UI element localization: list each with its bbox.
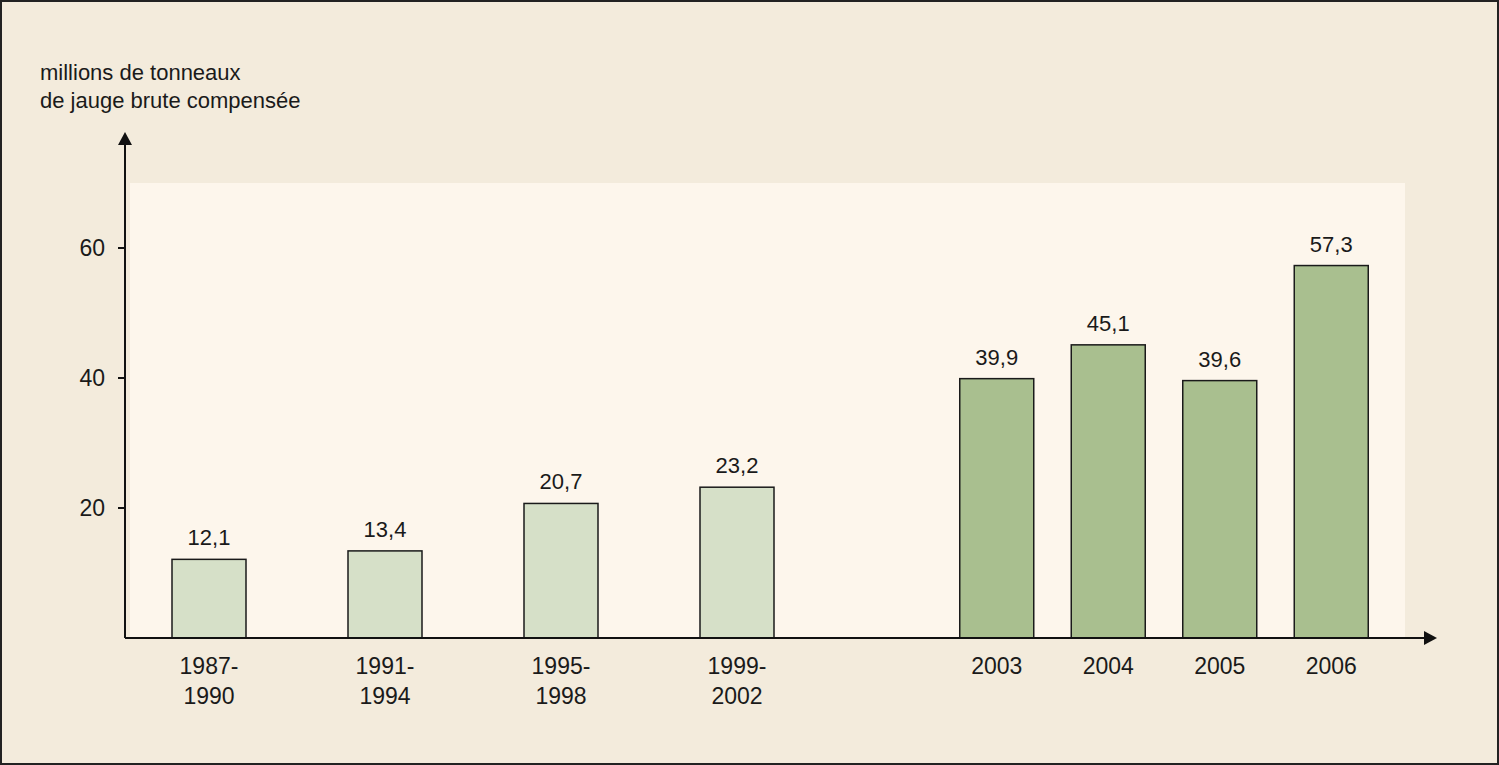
data-label: 45,1 — [1087, 311, 1130, 336]
bar — [1294, 266, 1368, 638]
y-tick-label: 40 — [79, 365, 105, 391]
bar — [524, 503, 598, 638]
data-label: 23,2 — [716, 453, 759, 478]
text-line: 1990 — [183, 683, 234, 709]
data-label: 39,6 — [1198, 347, 1241, 372]
bars — [172, 266, 1368, 638]
plot-area — [130, 183, 1405, 638]
bar — [700, 487, 774, 638]
text-line: 1998 — [535, 683, 586, 709]
y-axis-arrow — [118, 132, 132, 145]
text-line: 2004 — [1083, 653, 1134, 679]
frame — [1, 1, 1498, 764]
text-line: 2003 — [971, 653, 1022, 679]
chart-root: 12,1 13,4 20,7 23,2 39,9 45,1 39,6 57,3 20 40 60 19… — [0, 0, 1499, 765]
data-label: 12,1 — [188, 525, 231, 550]
x-axis-arrow — [1424, 631, 1437, 645]
y-tick-label: 20 — [79, 495, 105, 521]
text-line: 1987- — [180, 653, 239, 679]
data-label: 20,7 — [540, 469, 583, 494]
text-line: 2002 — [711, 683, 762, 709]
y-tick — [118, 247, 125, 249]
y-tick-label: 60 — [79, 235, 105, 261]
text-line: 2005 — [1194, 653, 1245, 679]
background — [0, 0, 1499, 765]
text-line: de jauge brute compensée — [40, 88, 301, 113]
y-axis — [124, 140, 126, 638]
x-tick-label: 1995- 1998 — [532, 653, 591, 709]
bar — [348, 551, 422, 638]
data-label: 39,9 — [975, 345, 1018, 370]
y-tick — [118, 377, 125, 379]
x-tick-label: 1991- 1994 — [356, 653, 415, 709]
text-line: 1991- — [356, 653, 415, 679]
bar — [172, 559, 246, 638]
x-axis — [125, 637, 1428, 639]
x-tick-label: 2004 — [1083, 653, 1134, 679]
text-line: 1994 — [359, 683, 410, 709]
y-axis-label: millions de tonneaux de jauge brute compe… — [40, 60, 301, 113]
bar — [960, 379, 1034, 638]
data-label: 57,3 — [1310, 232, 1353, 257]
y-tick — [118, 507, 125, 509]
bar — [1183, 381, 1257, 638]
text-line: millions de tonneaux — [40, 60, 241, 85]
text-line: 2006 — [1306, 653, 1357, 679]
bar — [1071, 345, 1145, 638]
text-line: 1995- — [532, 653, 591, 679]
x-tick-label: 1999- 2002 — [708, 653, 767, 709]
x-tick-label: 2003 — [971, 653, 1022, 679]
x-tick-label: 2006 — [1306, 653, 1357, 679]
x-tick-label: 2005 — [1194, 653, 1245, 679]
text-line: 1999- — [708, 653, 767, 679]
data-label: 13,4 — [364, 517, 407, 542]
x-tick-label: 1987- 1990 — [180, 653, 239, 709]
chart: 12,1 13,4 20,7 23,2 39,9 45,1 39,6 57,3 20 40 60 19… — [0, 0, 1499, 765]
